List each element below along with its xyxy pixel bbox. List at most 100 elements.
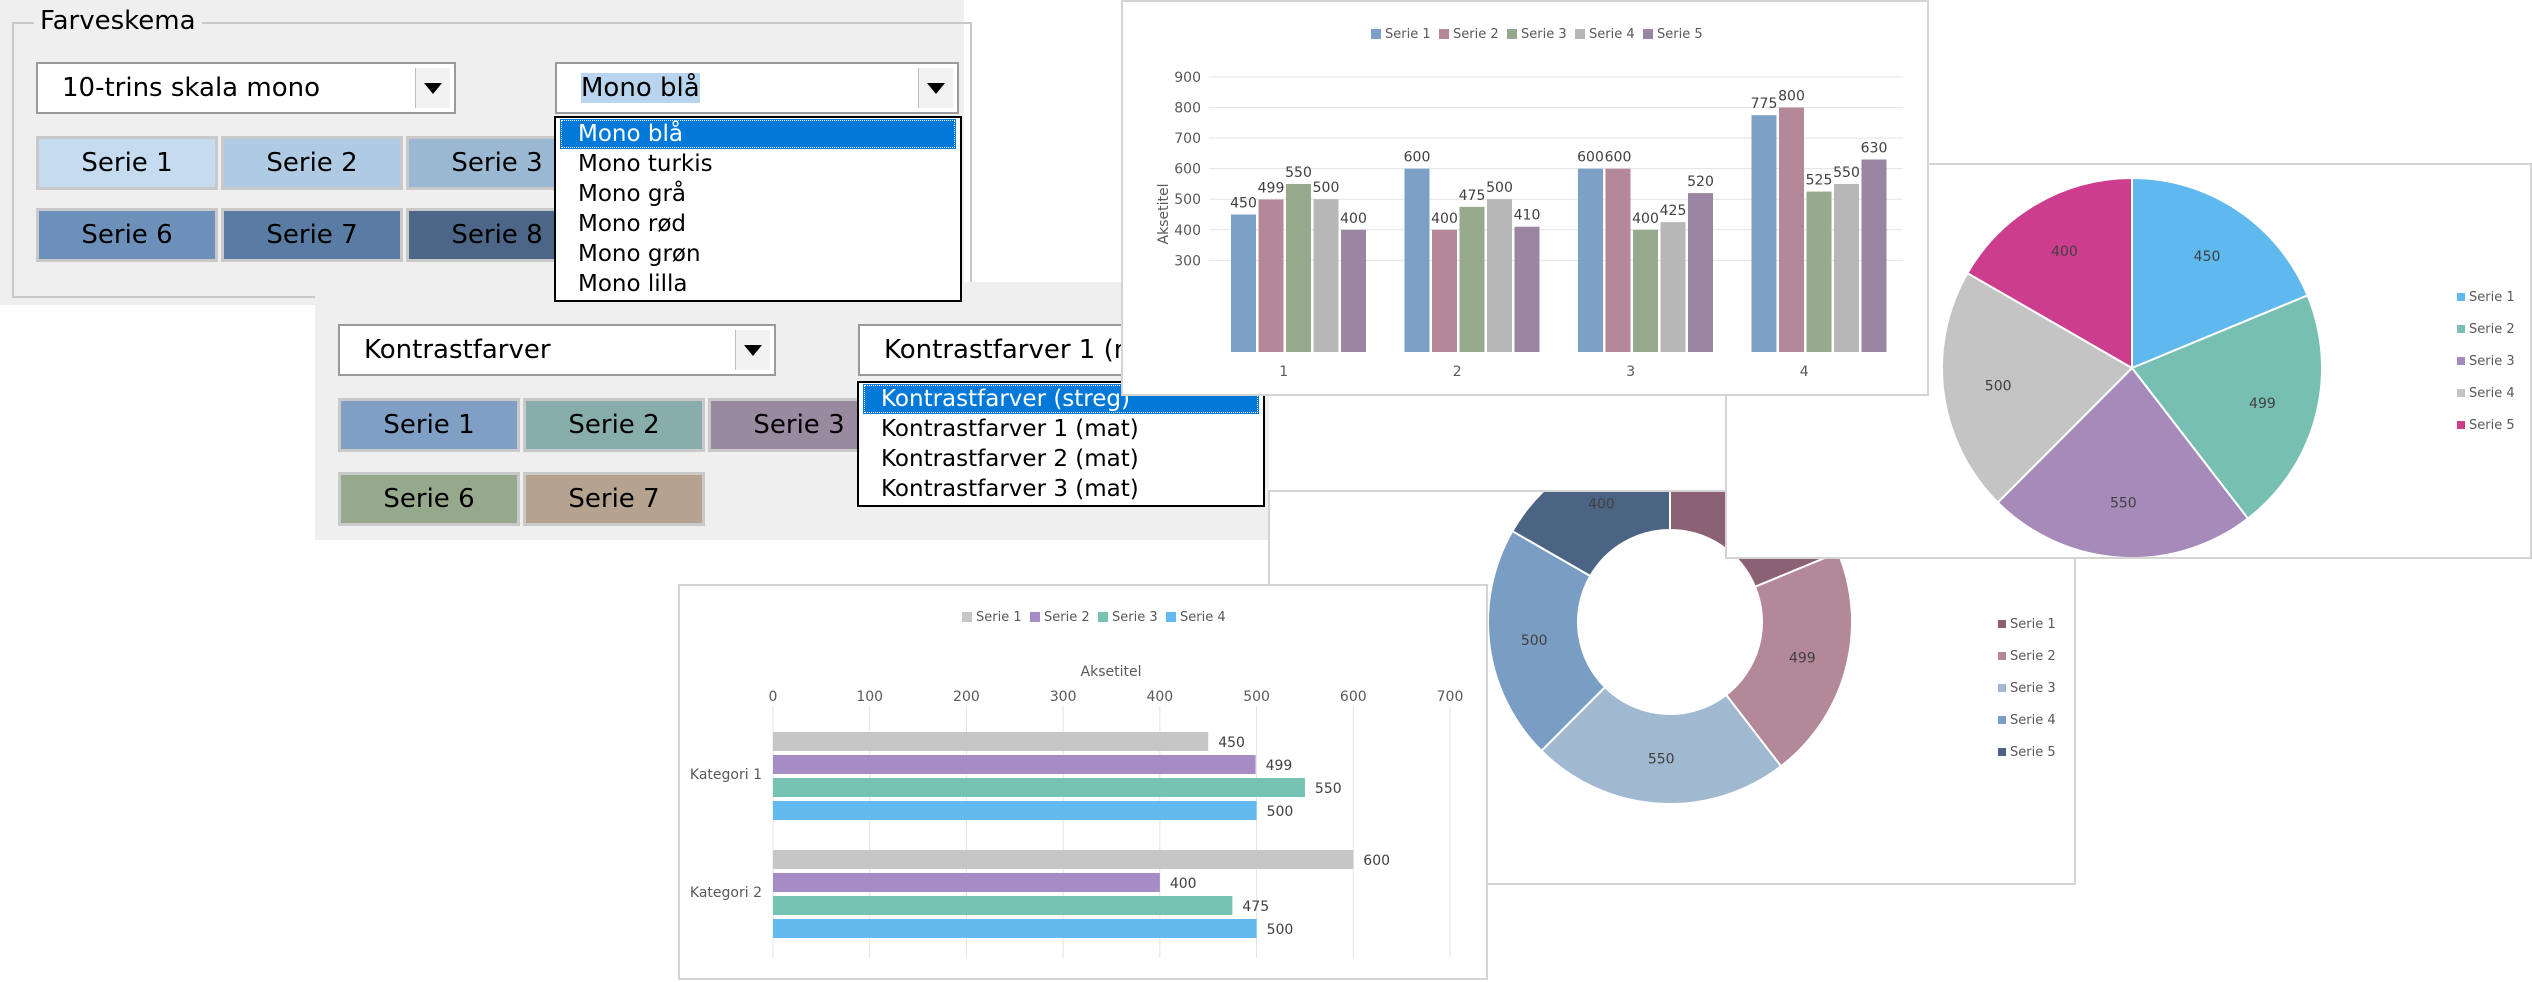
legend-label: Serie 2 <box>2010 649 2056 664</box>
x-tick-label: 300 <box>1050 689 1077 705</box>
bar <box>773 873 1160 892</box>
legend-label: Serie 2 <box>2469 322 2515 337</box>
y-tick-label: 500 <box>1174 192 1201 208</box>
legend-swatch <box>1507 29 1517 39</box>
legend-swatch <box>1575 29 1585 39</box>
pie-slice <box>1724 551 1853 768</box>
data-label: 450 <box>1230 196 1257 212</box>
data-label: 550 <box>1833 165 1860 181</box>
scheme-combo-value: 10-trins skala mono <box>62 73 320 103</box>
data-label: 450 <box>1218 735 1245 751</box>
bar <box>1779 107 1804 352</box>
x-tick-label: 700 <box>1437 689 1464 705</box>
x-tick-label: 500 <box>1243 689 1270 705</box>
dropdown-option[interactable]: Mono turkis <box>578 151 713 177</box>
legend-label: Serie 5 <box>2469 418 2515 433</box>
data-label: 400 <box>1431 211 1458 227</box>
legend-swatch <box>2457 357 2465 365</box>
data-label: 499 <box>2249 396 2276 412</box>
x-tick-label: 1 <box>1279 364 1288 380</box>
y-tick-label: 300 <box>1174 253 1201 269</box>
chevron-down-icon[interactable] <box>735 330 770 370</box>
series-swatch[interactable]: Serie 1 <box>338 398 520 452</box>
chevron-down-icon[interactable] <box>415 68 450 108</box>
data-label: 400 <box>1340 211 1367 227</box>
dropdown-option[interactable]: Mono rød <box>578 211 687 237</box>
data-label: 550 <box>1315 781 1342 797</box>
data-label: 500 <box>1985 379 2012 395</box>
scheme-combo[interactable]: Kontrastfarver <box>338 324 776 376</box>
x-axis-title: Aksetitel <box>1081 664 1142 680</box>
dropdown-option[interactable]: Mono blå <box>560 119 956 149</box>
pie-slice <box>1487 529 1607 753</box>
chevron-down-icon[interactable] <box>918 68 953 108</box>
series-swatch[interactable]: Serie 2 <box>523 398 705 452</box>
bar <box>773 732 1209 751</box>
bar <box>773 919 1257 938</box>
series-swatch[interactable]: Serie 7 <box>523 472 705 526</box>
y-tick-label: Kategori 2 <box>690 885 762 901</box>
legend-label: Serie 1 <box>976 610 1022 625</box>
mono-variant-dropdown[interactable]: Mono blå Mono turkis Mono grå Mono rød M… <box>554 116 962 302</box>
horizontal-bar-chart: Serie 1 Serie 2 Serie 3 Serie 4 Aksetitel 0 10… <box>678 584 1488 980</box>
dropdown-option[interactable]: Kontrastfarver 3 (mat) <box>881 476 1139 502</box>
pie-slice <box>1510 492 1671 578</box>
x-tick-label: 600 <box>1340 689 1367 705</box>
bar <box>1633 229 1658 352</box>
data-label: 425 <box>1660 203 1687 219</box>
data-label: 500 <box>1486 180 1513 196</box>
x-tick-label: 400 <box>1146 689 1173 705</box>
series-swatch[interactable]: Serie 1 <box>36 136 218 190</box>
y-tick-label: 700 <box>1174 131 1201 147</box>
bar <box>1487 199 1512 352</box>
dropdown-option[interactable]: Kontrastfarver 1 (mat) <box>881 416 1139 442</box>
data-label: 775 <box>1751 96 1778 112</box>
bar <box>773 801 1257 820</box>
y-tick-label: 900 <box>1174 70 1201 86</box>
legend-label: Serie 3 <box>1521 27 1567 42</box>
dropdown-option[interactable]: Mono lilla <box>578 271 688 297</box>
data-label: 600 <box>1605 150 1632 166</box>
series-swatch[interactable]: Serie 6 <box>36 208 218 262</box>
bar <box>773 778 1305 797</box>
pie-slice <box>1540 685 1783 805</box>
variant-combo[interactable]: Mono blå <box>555 62 959 114</box>
dropdown-option[interactable]: Mono grøn <box>578 241 701 267</box>
legend-label: Serie 3 <box>2010 681 2056 696</box>
dropdown-option[interactable]: Mono grå <box>578 181 687 207</box>
y-axis-title: Aksetitel <box>1156 184 1172 245</box>
y-tick-label: 600 <box>1174 162 1201 178</box>
contrast-variant-dropdown[interactable]: Kontrastfarver (streg) Kontrastfarver 1 … <box>857 381 1265 507</box>
data-label: 550 <box>2110 496 2137 512</box>
bar <box>1751 115 1777 352</box>
bar <box>1341 229 1366 352</box>
series-swatch[interactable]: Serie 7 <box>221 208 403 262</box>
data-label: 500 <box>1313 180 1340 196</box>
legend-swatch <box>2457 421 2465 429</box>
pie-slice <box>1941 271 2134 504</box>
legend-swatch <box>1998 716 2006 724</box>
bar <box>1514 226 1540 352</box>
dropdown-option[interactable]: Kontrastfarver 2 (mat) <box>881 446 1139 472</box>
legend-swatch <box>962 612 972 622</box>
bar <box>1313 199 1339 352</box>
data-label: 499 <box>1258 181 1285 197</box>
data-label: 550 <box>1648 752 1675 768</box>
scheme-combo[interactable]: 10-trins skala mono <box>36 62 456 114</box>
legend-label: Serie 2 <box>1044 610 1090 625</box>
series-swatch[interactable]: Serie 2 <box>221 136 403 190</box>
bar <box>773 896 1233 915</box>
x-tick-label: 200 <box>953 689 980 705</box>
bar <box>1459 206 1485 352</box>
series-swatch[interactable]: Serie 6 <box>338 472 520 526</box>
bar <box>773 755 1256 774</box>
x-tick-label: 4 <box>1800 364 1809 380</box>
data-label: 500 <box>1267 804 1294 820</box>
bar <box>1806 191 1832 352</box>
column-chart: Serie 1 Serie 2 Serie 3 Serie 4 Serie 5 900 80… <box>1121 0 1929 396</box>
data-label: 475 <box>1459 188 1486 204</box>
variant-combo-value: Mono blå <box>581 73 700 103</box>
data-label: 500 <box>1521 633 1548 649</box>
data-label: 410 <box>1514 208 1541 224</box>
bar <box>1861 159 1887 352</box>
